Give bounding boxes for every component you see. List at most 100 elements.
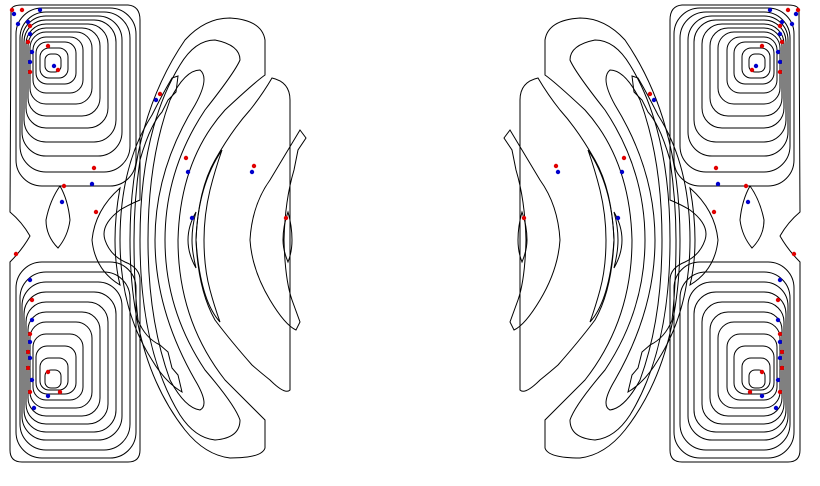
- vortex-contour: [717, 321, 781, 409]
- tracer-marker-blue: [51, 63, 57, 69]
- tracer-marker-blue: [619, 169, 625, 175]
- vortex-contour: [44, 53, 62, 73]
- tracer-marker-red: [791, 251, 797, 257]
- tracer-marker-red: [27, 69, 33, 75]
- tracer-marker-blue: [45, 393, 51, 399]
- tracer-marker-red: [29, 297, 35, 303]
- tracer-marker-blue: [25, 19, 31, 25]
- tracer-marker-blue: [27, 355, 33, 361]
- vortex-contour: [15, 261, 137, 459]
- tracer-marker-red: [743, 183, 749, 189]
- tracer-marker-red: [779, 349, 785, 355]
- vortex-contour: [726, 333, 778, 401]
- lens-contour: [91, 186, 121, 287]
- tracer-marker-blue: [789, 21, 795, 27]
- tracer-marker-blue: [777, 277, 783, 283]
- tracer-marker-red: [9, 7, 15, 13]
- lens-contour: [613, 211, 623, 269]
- tracer-marker-red: [777, 23, 783, 29]
- tracer-marker-red: [13, 251, 19, 257]
- vortex-contour: [726, 36, 778, 94]
- tracer-marker-red: [27, 331, 33, 337]
- tracer-marker-red: [521, 215, 527, 221]
- tracer-marker-blue: [31, 405, 37, 411]
- vortex-contour: [687, 15, 789, 157]
- tracer-marker-blue: [27, 31, 33, 37]
- tracer-marker-red: [25, 365, 31, 371]
- arc-contour: [519, 77, 615, 392]
- vortex-contour: [35, 345, 77, 395]
- tracer-marker-red: [713, 165, 719, 171]
- arc-contour: [195, 77, 291, 392]
- tracer-marker-blue: [777, 339, 783, 345]
- tracer-marker-red: [647, 91, 653, 97]
- tracer-marker-red: [553, 163, 559, 169]
- tracer-marker-blue: [29, 377, 35, 383]
- arc-contour: [249, 129, 307, 331]
- tracer-marker-red: [759, 369, 765, 375]
- tracer-marker-blue: [745, 199, 751, 205]
- arc-contour: [569, 39, 671, 441]
- vortex-contour: [23, 19, 117, 143]
- tracer-marker-blue: [185, 169, 191, 175]
- tracer-marker-red: [57, 389, 63, 395]
- tracer-marker-red: [25, 39, 31, 45]
- vortex-contour: [21, 281, 123, 441]
- vortex-contour: [19, 271, 131, 451]
- vortex-contour: [709, 311, 783, 417]
- vortex-contour: [32, 36, 84, 94]
- tracer-marker-blue: [11, 11, 17, 17]
- vortex-contour: [35, 41, 77, 85]
- tracer-marker-red: [183, 155, 189, 161]
- tracer-marker-blue: [777, 59, 783, 65]
- tracer-marker-red: [45, 43, 51, 49]
- tracer-marker-blue: [767, 7, 773, 13]
- vortex-contour: [733, 345, 775, 395]
- vortex-contour: [693, 19, 787, 143]
- tracer-marker-red: [621, 155, 627, 161]
- tracer-marker-blue: [777, 31, 783, 37]
- arc-contour: [503, 129, 561, 331]
- tracer-marker-blue: [715, 181, 721, 187]
- tracer-marker-blue: [189, 215, 195, 221]
- arc-contour: [147, 69, 205, 411]
- vortex-contour: [44, 369, 62, 389]
- arc-contour: [139, 39, 241, 441]
- tracer-marker-red: [27, 23, 33, 29]
- lens-contour: [739, 185, 765, 249]
- tracer-marker-red: [747, 389, 753, 395]
- tracer-marker-red: [55, 67, 61, 73]
- tracer-marker-blue: [37, 7, 43, 13]
- arc-contour: [129, 17, 266, 459]
- vortex-contour: [21, 15, 123, 157]
- vortex-contour: [23, 291, 117, 433]
- tracer-marker-red: [91, 165, 97, 171]
- tracer-marker-blue: [27, 339, 33, 345]
- vortex-contour: [29, 321, 93, 409]
- tracer-marker-blue: [89, 181, 95, 187]
- right-contour-panel: [503, 4, 801, 463]
- tracer-marker-red: [775, 297, 781, 303]
- tracer-marker-red: [93, 209, 99, 215]
- tracer-marker-red: [283, 215, 289, 221]
- vortex-contour: [717, 31, 781, 105]
- lens-contour: [517, 210, 528, 264]
- tracer-marker-red: [795, 7, 801, 13]
- vortex-contour: [733, 41, 775, 85]
- tracer-marker-red: [25, 349, 31, 355]
- tracer-marker-blue: [15, 21, 21, 27]
- tracer-marker-red: [749, 67, 755, 73]
- tracer-marker-red: [711, 209, 717, 215]
- wavy-contour: [587, 149, 615, 323]
- wavy-contour: [627, 75, 691, 394]
- wavy-contour: [195, 149, 223, 323]
- lens-contour: [45, 185, 71, 249]
- vortex-contour: [25, 301, 109, 425]
- lens-contour: [282, 210, 293, 264]
- tracer-marker-red: [777, 69, 783, 75]
- tracer-marker-red: [157, 91, 163, 97]
- vortex-contour: [693, 291, 787, 433]
- vortex-contour: [741, 47, 771, 79]
